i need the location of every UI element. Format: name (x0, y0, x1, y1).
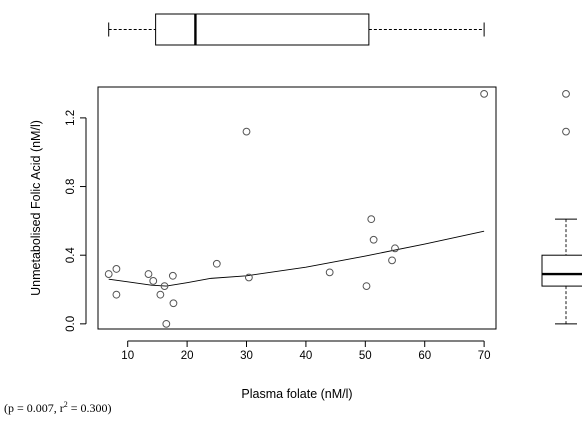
smooth-line (108, 230, 485, 287)
data-point (242, 127, 251, 136)
y-tick-label: 1.2 (65, 110, 77, 126)
scatter-points (104, 89, 489, 328)
x-tick-label: 10 (121, 350, 134, 362)
y-tick-label: 0.4 (65, 247, 77, 264)
data-point (112, 290, 121, 299)
data-point (325, 268, 334, 277)
data-point (168, 271, 177, 280)
data-point (480, 89, 489, 98)
data-point (104, 270, 113, 278)
x-axis: 10 20 30 40 50 60 70 (121, 340, 491, 362)
data-point (162, 319, 171, 328)
caption-suffix: = 0.300) (67, 401, 112, 415)
caption-prefix: (p = 0.007, r (4, 401, 64, 415)
data-point (367, 215, 376, 224)
data-point (149, 277, 158, 285)
plot-frame (97, 86, 497, 330)
x-boxplot (108, 13, 485, 46)
y-box-outlier (562, 127, 570, 136)
data-point (144, 270, 153, 278)
x-axis-label: Plasma folate (nM/l) (241, 387, 352, 401)
y-tick-label: 0.8 (65, 179, 77, 195)
x-tick-label: 70 (478, 350, 491, 362)
x-tick-label: 20 (181, 350, 194, 362)
data-point (156, 290, 165, 299)
data-point (388, 256, 396, 265)
y-tick-label: 0.0 (65, 316, 77, 332)
y-box-outlier (562, 89, 570, 98)
data-point (112, 265, 121, 273)
data-point (169, 299, 178, 308)
x-box-body (155, 13, 370, 46)
y-box-body (541, 254, 582, 287)
x-tick-label: 40 (300, 350, 313, 362)
data-point (391, 244, 399, 253)
x-tick-label: 60 (418, 350, 431, 362)
y-axis-label: Unmetabolised Folic Acid (nM/l) (29, 120, 43, 296)
data-point (369, 235, 378, 244)
statistics-caption: (p = 0.007, r2 = 0.300) (4, 400, 112, 416)
data-point (244, 273, 253, 282)
x-tick-label: 50 (359, 350, 372, 362)
y-boxplot (541, 89, 582, 325)
y-axis: 0.0 0.4 0.8 1.2 (65, 110, 87, 332)
caption-superscript: 2 (63, 400, 68, 409)
data-point (160, 282, 169, 290)
data-point (212, 259, 221, 268)
x-tick-label: 30 (240, 350, 253, 362)
data-point (362, 282, 371, 290)
smooth-curve (108, 230, 485, 287)
